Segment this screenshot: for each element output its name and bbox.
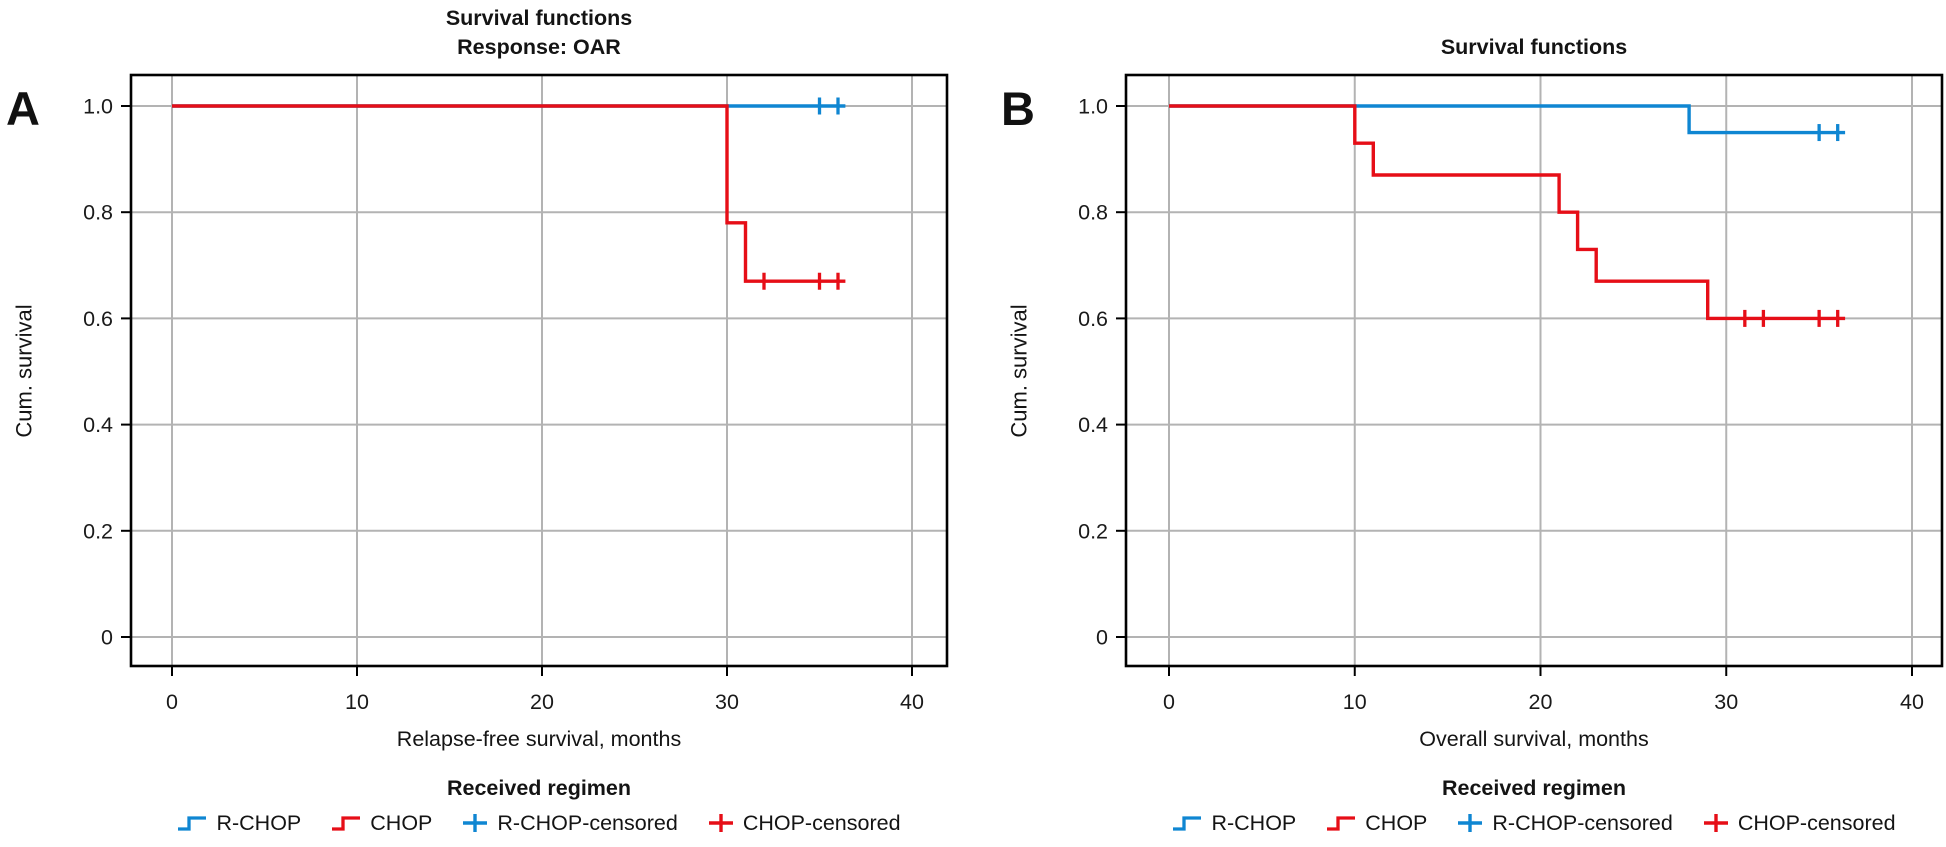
legend-item-label: R-CHOP-censored [1492, 810, 1673, 835]
step-marker-icon [1173, 816, 1202, 831]
legend-title: Received regimen [1441, 776, 1627, 800]
y-tick-label: 0.6 [1078, 307, 1108, 331]
x-tick-label: 40 [1900, 690, 1924, 714]
legend-item-chop: CHOP [1326, 811, 1427, 836]
y-tick-label: 0.2 [1078, 519, 1108, 543]
y-axis-title: Cum. survival [12, 303, 37, 438]
y-tick-label: 0.8 [1078, 201, 1108, 225]
step-marker-icon [178, 816, 207, 831]
plot-frame [129, 73, 949, 668]
legend-item-label: CHOP [370, 810, 433, 835]
plus-marker-icon [1458, 814, 1483, 832]
y-tick-label: 0.6 [83, 307, 113, 331]
censor-marks-chop [762, 272, 840, 290]
x-tick-label: 0 [1163, 690, 1175, 714]
x-tick-label: 30 [715, 690, 739, 714]
legend-item-r-chop-censored: R-CHOP-censored [1457, 810, 1673, 836]
gridlines [1126, 75, 1942, 666]
series-chop [172, 104, 846, 283]
chart-title-block: Survival functions [1126, 0, 1942, 62]
y-tick-label: 0.8 [83, 201, 113, 225]
y-tick-label: 0 [1096, 626, 1108, 650]
y-tick-label: 0.4 [83, 413, 113, 437]
x-tick-label: 10 [345, 690, 369, 714]
series-chop [1169, 104, 1846, 321]
chart-title: Survival functions [445, 6, 633, 30]
legend-item-chop: CHOP [331, 811, 432, 836]
chart-title: Survival functions [1440, 35, 1628, 59]
legend-item-label: CHOP-censored [742, 810, 901, 835]
legend-item-label: CHOP [1365, 810, 1428, 835]
series-r-chop [1169, 104, 1846, 135]
x-tick-label: 20 [530, 690, 554, 714]
chart-subtitle: Response: OAR [457, 35, 621, 59]
legend: R-CHOP CHOP R-CHOP-censored CHOP-censored [61, 806, 1017, 840]
plot-frame [1124, 73, 1944, 668]
censor-marks-r-chop [1817, 124, 1840, 142]
legend: R-CHOP CHOP R-CHOP-censored CHOP-censored [1056, 806, 1946, 840]
y-tick-label: 0.2 [83, 519, 113, 543]
step-marker-icon [332, 816, 361, 831]
y-tick-label: 1.0 [1078, 95, 1108, 119]
legend-item-chop-censored: CHOP-censored [708, 811, 901, 836]
plus-marker-icon [1703, 814, 1728, 832]
legend-item-chop-censored: CHOP-censored [1703, 811, 1896, 836]
legend-title: Received regimen [446, 776, 632, 800]
legend-item-label: CHOP-censored [1737, 810, 1896, 835]
axis-ticks [1116, 105, 1913, 676]
x-tick-label: 40 [900, 690, 924, 714]
plus-marker-icon [708, 814, 733, 832]
x-axis-title: Overall survival, months [1419, 727, 1649, 751]
panel-letter: A [6, 82, 40, 135]
censor-marks-r-chop [817, 97, 840, 115]
plus-marker-icon [463, 814, 488, 832]
chart-title-block: Survival functions Response: OAR [131, 0, 947, 62]
step-marker-icon [1327, 816, 1356, 831]
gridlines [131, 75, 947, 666]
legend-item-label: R-CHOP [216, 810, 302, 835]
plot-area: 0 10 20 30 40 0 0.2 0.4 0.6 0.8 1.0 [83, 73, 949, 714]
x-tick-label: 20 [1529, 690, 1553, 714]
plot-area: 0 10 20 30 40 0 0.2 0.4 0.6 0.8 1.0 [1078, 73, 1944, 714]
x-tick-label: 10 [1343, 690, 1367, 714]
y-tick-label: 0.4 [1078, 413, 1108, 437]
y-axis-title: Cum. survival [1007, 303, 1032, 438]
x-axis-title: Relapse-free survival, months [396, 727, 682, 751]
legend-item-label: R-CHOP-censored [497, 810, 678, 835]
legend-item-r-chop-censored: R-CHOP-censored [462, 810, 678, 836]
censor-marks-chop [1743, 309, 1840, 327]
x-tick-label: 0 [166, 690, 178, 714]
y-tick-label: 0 [101, 626, 113, 650]
tick-labels: 0 10 20 30 40 0 0.2 0.4 0.6 0.8 1.0 [83, 95, 924, 715]
tick-labels: 0 10 20 30 40 0 0.2 0.4 0.6 0.8 1.0 [1078, 95, 1924, 715]
legend-item-r-chop: R-CHOP [177, 811, 301, 836]
legend-item-label: R-CHOP [1211, 810, 1297, 835]
panel-letter: B [1001, 82, 1035, 135]
legend-item-r-chop: R-CHOP [1172, 811, 1296, 836]
x-tick-label: 30 [1714, 690, 1738, 714]
axis-ticks [121, 105, 913, 676]
y-tick-label: 1.0 [83, 95, 113, 119]
